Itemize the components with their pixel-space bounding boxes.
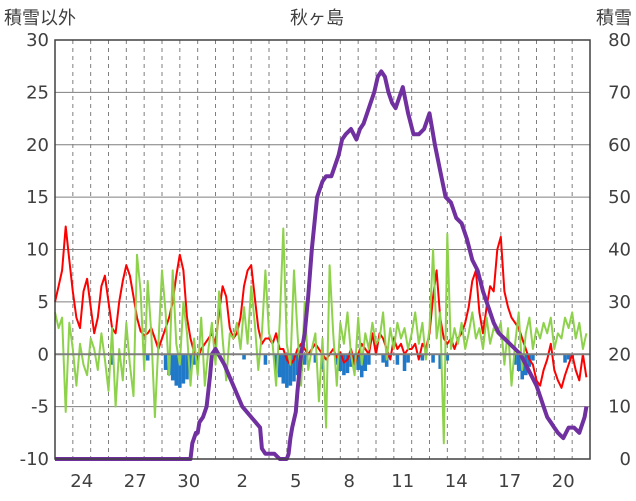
x-tick-label: 8 [344,471,355,492]
series-snow-line [55,69,589,461]
precip-bar [334,354,339,365]
x-tick-label: 30 [177,471,200,492]
right-tick-label: 60 [608,135,631,156]
precip-bar [516,354,521,372]
precip-bar [384,354,389,367]
precip-bar [345,354,350,374]
x-tick-label: 20 [552,471,575,492]
precip-bar [367,354,371,365]
precip-bar [349,354,353,367]
precip-bar [381,354,385,363]
precip-bar [359,354,364,378]
precip-bar [288,354,293,386]
precip-bar [513,354,517,365]
x-tick-label: 24 [70,471,93,492]
left-tick-label: -5 [31,397,49,418]
precip-bar [192,354,196,365]
left-tick-label: 0 [38,344,49,365]
right-tick-label: 0 [620,449,631,470]
precip-bar [181,354,186,384]
series-temperature-line [54,225,588,389]
precip-bar [110,354,114,365]
right-tick-label: 50 [608,187,631,208]
x-tick-label: 27 [124,471,147,492]
left-tick-label: 5 [38,292,49,313]
plot-frame [54,39,591,460]
right-tick-label: 30 [608,292,631,313]
left-tick-label: 25 [26,82,49,103]
precip-bar [274,354,278,374]
precip-bar [402,354,407,372]
right-tick-label: 40 [608,240,631,261]
precip-bar [406,354,410,363]
precip-bar [188,354,193,374]
grid [55,39,590,459]
precip-bar [242,354,246,360]
right-axis-title: 積雪 [596,8,632,29]
precip-bar [338,354,343,372]
left-tick-label: 10 [26,240,49,261]
precip-bar [145,354,150,361]
precip-bar [352,354,357,363]
precip-bar [281,354,286,384]
precip-bar [431,354,435,363]
precip-bar [445,354,450,361]
left-tick-label: 30 [26,30,49,51]
precip-bar [395,354,400,365]
x-tick-label: 14 [445,471,468,492]
precip-bar [420,354,425,361]
precip-bar [174,354,179,386]
right-tick-label: 20 [608,344,631,365]
precip-bar [170,354,175,381]
left-axis-title: 積雪以外 [4,8,76,29]
left-tick-label: -10 [20,449,49,470]
precip-bar [285,354,289,388]
precip-bar [263,354,268,365]
x-tick-label: 17 [498,471,521,492]
x-tick-label: 11 [391,471,414,492]
right-tick-label: 70 [608,82,631,103]
precip-bar [313,354,318,363]
precip-bar [342,354,346,376]
left-tick-label: 15 [26,187,49,208]
precip-bar [185,354,189,380]
precip-bar [563,354,567,363]
precip-bar [363,354,368,372]
precip-bar [292,354,296,382]
precip-bar [302,354,307,365]
left-tick-label: 20 [26,135,49,156]
chart-title: 秋ヶ島 [290,8,344,29]
precip-bar [531,354,535,361]
precip-bar [356,354,360,370]
precip-bar [277,354,282,378]
series-layer [54,69,589,461]
x-tick-label: 2 [237,471,248,492]
x-tick-label: 5 [290,471,301,492]
precip-bar [438,354,442,369]
precip-bar [178,354,182,388]
precip-bar [295,354,300,376]
precip-bar [163,354,168,370]
right-tick-label: 80 [608,30,631,51]
right-tick-label: 10 [608,397,631,418]
precip-bar [566,354,571,360]
